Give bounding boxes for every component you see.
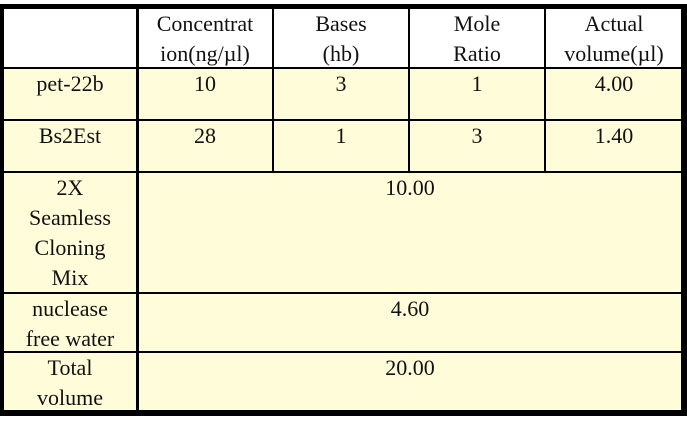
row-line — [3, 119, 683, 121]
cell-text: free water — [25, 326, 115, 351]
border-left — [0, 4, 4, 416]
value-cell: 1 — [273, 120, 409, 172]
value-cell: 10 — [137, 68, 273, 120]
cell-text: Cloning — [34, 235, 106, 260]
column-line — [408, 8, 410, 172]
row-line — [3, 67, 683, 69]
cell-text: 20.00 — [385, 355, 435, 380]
cell-text: 1 — [335, 123, 347, 148]
body-background — [3, 68, 683, 412]
cell-text: 28 — [194, 123, 216, 148]
value-cell: 3 — [273, 68, 409, 120]
cell-text: pet-22b — [36, 71, 104, 96]
row-line — [3, 292, 683, 294]
cell-text: Mole — [453, 11, 501, 36]
cell-text: (hb) — [322, 41, 360, 66]
cell-text: Concentrat — [156, 11, 254, 36]
row-label: Bs2Est — [3, 120, 137, 172]
value-cell: 4.00 — [545, 68, 683, 120]
header-cell: Concentrat ion(ng/µl) — [137, 8, 273, 68]
cell-text: 1.40 — [594, 123, 634, 148]
volume-cell: 20.00 — [137, 352, 683, 412]
value-cell: 3 — [409, 120, 545, 172]
cell-text: 4.60 — [390, 296, 430, 321]
column-line — [136, 8, 139, 412]
border-bottom — [0, 410, 687, 416]
cell-text: 10 — [194, 71, 216, 96]
header-cell: Mole Ratio — [409, 8, 545, 68]
cell-text: 1 — [471, 71, 483, 96]
cell-text: Bs2Est — [38, 123, 102, 148]
column-line — [544, 8, 546, 172]
border-top — [0, 4, 687, 9]
header-background — [3, 8, 683, 68]
value-cell: 1.40 — [545, 120, 683, 172]
cell-text: volume — [37, 385, 103, 410]
row-label: pet-22b — [3, 68, 137, 120]
cell-text: nuclease — [32, 296, 108, 321]
header-cell: Actual volume(µl) — [545, 8, 683, 68]
cell-text: Mix — [51, 265, 89, 290]
cell-text: 4.00 — [594, 71, 634, 96]
cell-text: Actual — [584, 11, 644, 36]
border-right — [681, 4, 687, 416]
cell-text: Seamless — [29, 205, 111, 230]
cell-text: ion(ng/µl) — [160, 41, 250, 66]
cell-text: Bases — [315, 11, 367, 36]
value-cell: 1 — [409, 68, 545, 120]
column-line — [272, 8, 274, 172]
row-label: nuclease free water — [3, 293, 137, 352]
cell-text: 2X — [56, 175, 84, 200]
row-line — [3, 351, 683, 353]
volume-cell: 4.60 — [137, 293, 683, 352]
cell-text: 3 — [335, 71, 347, 96]
cell-text: Ratio — [453, 41, 501, 66]
header-cell: Bases (hb) — [273, 8, 409, 68]
row-label: 2X Seamless Cloning Mix — [3, 172, 137, 293]
cell-text: Total — [47, 355, 93, 380]
row-label: Total volume — [3, 352, 137, 412]
cell-text: volume(µl) — [564, 41, 664, 66]
cell-text: 10.00 — [385, 175, 435, 200]
cell-text: 3 — [471, 123, 483, 148]
row-line — [3, 171, 683, 173]
value-cell: 28 — [137, 120, 273, 172]
volume-cell: 10.00 — [137, 172, 683, 293]
